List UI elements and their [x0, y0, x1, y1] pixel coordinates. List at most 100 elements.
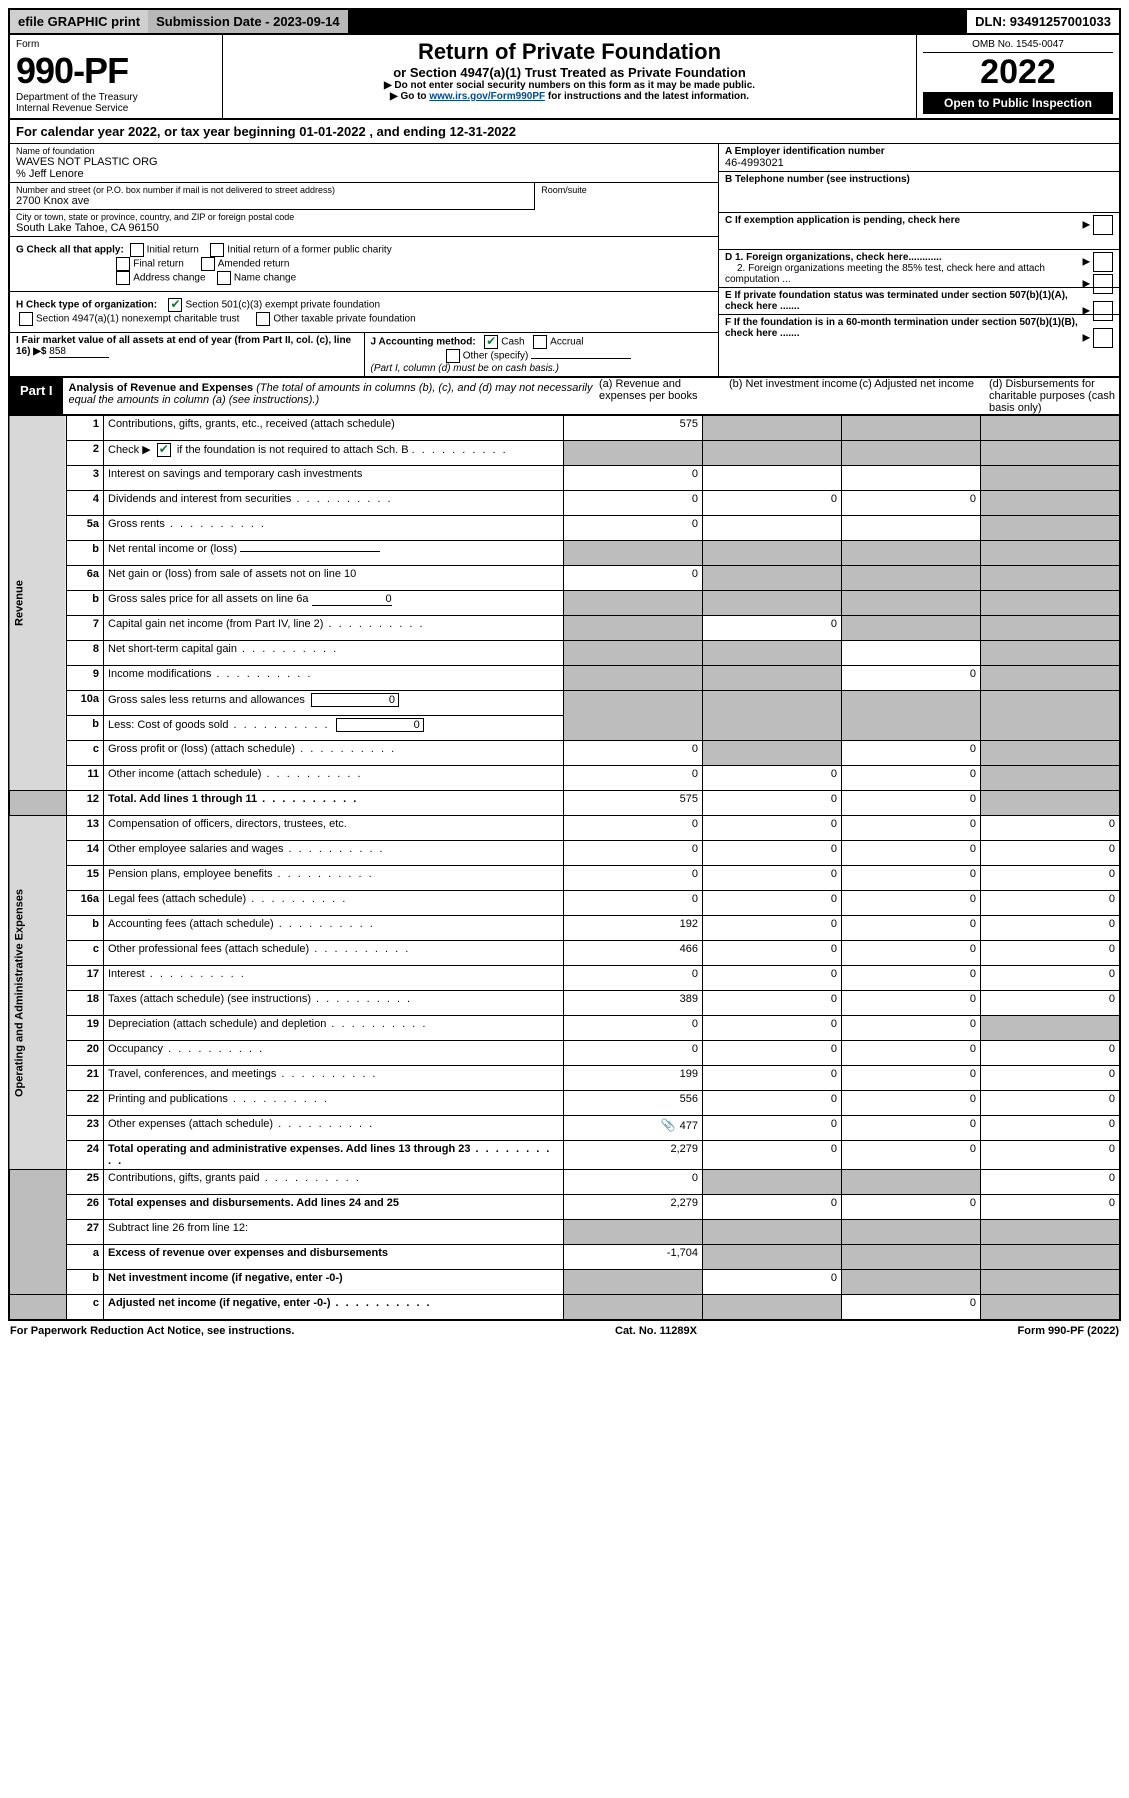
attachment-icon[interactable]: [661, 1120, 680, 1132]
table-row: cGross profit or (loss) (attach schedule…: [9, 741, 1120, 766]
chk-501c3[interactable]: [168, 298, 182, 312]
val-d: 0: [981, 866, 1121, 891]
line-num: 25: [67, 1170, 104, 1195]
chk-other-method[interactable]: [446, 349, 460, 363]
val-d: 0: [981, 941, 1121, 966]
val-a: 556: [564, 1091, 703, 1116]
line-num: 27: [67, 1220, 104, 1245]
line-desc: Other income (attach schedule): [104, 766, 564, 791]
val-a: 0: [564, 1016, 703, 1041]
line-num: 9: [67, 666, 104, 691]
table-row: 3Interest on savings and temporary cash …: [9, 466, 1120, 491]
val-c: 0: [842, 491, 981, 516]
line-desc: Less: Cost of goods sold 0: [104, 716, 564, 741]
val-b: 0: [703, 791, 842, 816]
efile-label: efile GRAPHIC print: [10, 10, 148, 33]
val-a: 0: [564, 516, 703, 541]
col-d-header: (d) Disbursements for charitable purpose…: [989, 377, 1119, 414]
line-desc: Gross sales less returns and allowances …: [104, 691, 564, 716]
val-d: 0: [981, 816, 1121, 841]
chk-initial-former[interactable]: [210, 243, 224, 257]
val-b: 0: [703, 616, 842, 641]
foundation-name: WAVES NOT PLASTIC ORG: [16, 156, 712, 168]
line-desc: Income modifications: [104, 666, 564, 691]
val-a: 0: [564, 566, 703, 591]
h-label: H Check type of organization:: [16, 300, 157, 311]
g-opt-0: Initial return: [147, 245, 199, 256]
line-num: 14: [67, 841, 104, 866]
line-desc: Accounting fees (attach schedule): [104, 916, 564, 941]
val-c: 0: [842, 1116, 981, 1141]
footer-mid: Cat. No. 11289X: [615, 1325, 697, 1337]
line-num: c: [67, 941, 104, 966]
line-desc: Occupancy: [104, 1041, 564, 1066]
line-num: 17: [67, 966, 104, 991]
chk-schb[interactable]: [157, 443, 171, 457]
line-num: 3: [67, 466, 104, 491]
table-row: aExcess of revenue over expenses and dis…: [9, 1245, 1120, 1270]
table-row: 27Subtract line 26 from line 12:: [9, 1220, 1120, 1245]
col-a-header: (a) Revenue and expenses per books: [599, 377, 729, 414]
chk-final-return[interactable]: [116, 257, 130, 271]
chk-d1[interactable]: [1093, 252, 1113, 272]
line-num: c: [67, 1295, 104, 1321]
chk-name-change[interactable]: [217, 271, 231, 285]
val-d: 0: [981, 916, 1121, 941]
j-accrual: Accrual: [550, 337, 583, 348]
j-label: J Accounting method:: [371, 337, 476, 348]
chk-cash[interactable]: [484, 335, 498, 349]
val-a: 0: [564, 766, 703, 791]
header-mid: Return of Private Foundation or Section …: [223, 35, 916, 118]
line-desc: Other professional fees (attach schedule…: [104, 941, 564, 966]
val-b: 0: [703, 991, 842, 1016]
val-a: 0: [564, 491, 703, 516]
line-num: 8: [67, 641, 104, 666]
form990pf-link[interactable]: www.irs.gov/Form990PF: [429, 91, 545, 102]
line-num: 2: [67, 441, 104, 466]
chk-amended[interactable]: [201, 257, 215, 271]
note2-suffix: for instructions and the latest informat…: [545, 91, 749, 102]
chk-4947[interactable]: [19, 312, 33, 326]
line-desc: Total. Add lines 1 through 11: [104, 791, 564, 816]
chk-initial-return[interactable]: [130, 243, 144, 257]
val-d: 0: [981, 991, 1121, 1016]
val-a: 2,279: [564, 1141, 703, 1170]
line-desc: Gross profit or (loss) (attach schedule): [104, 741, 564, 766]
table-row: 18Taxes (attach schedule) (see instructi…: [9, 991, 1120, 1016]
val-a: 477: [564, 1116, 703, 1141]
form-header: Form 990-PF Department of the Treasury I…: [8, 35, 1121, 120]
chk-other-taxable[interactable]: [256, 312, 270, 326]
line-desc: Net gain or (loss) from sale of assets n…: [104, 566, 564, 591]
table-row: 25Contributions, gifts, grants paid00: [9, 1170, 1120, 1195]
line-num: 11: [67, 766, 104, 791]
val-a: 2,279: [564, 1195, 703, 1220]
line-desc: Gross rents: [104, 516, 564, 541]
open-public-box: Open to Public Inspection: [923, 92, 1113, 114]
val-c: 0: [842, 991, 981, 1016]
chk-f[interactable]: [1093, 328, 1113, 348]
chk-addr-change[interactable]: [116, 271, 130, 285]
val-c: 0: [842, 891, 981, 916]
val-d: 0: [981, 891, 1121, 916]
table-row: bAccounting fees (attach schedule)192000: [9, 916, 1120, 941]
line-desc: Capital gain net income (from Part IV, l…: [104, 616, 564, 641]
val-c: 0: [842, 941, 981, 966]
line-desc: Legal fees (attach schedule): [104, 891, 564, 916]
line-num: b: [67, 716, 104, 741]
chk-c[interactable]: [1093, 215, 1113, 235]
chk-accrual[interactable]: [533, 335, 547, 349]
val-a: -1,704: [564, 1245, 703, 1270]
table-row: 14Other employee salaries and wages0000: [9, 841, 1120, 866]
val-c: 0: [842, 1141, 981, 1170]
line-num: 13: [67, 816, 104, 841]
table-row: 11Other income (attach schedule) 000: [9, 766, 1120, 791]
line-num: 15: [67, 866, 104, 891]
val-b: 0: [703, 941, 842, 966]
foundation-info: Name of foundation WAVES NOT PLASTIC ORG…: [8, 144, 1121, 377]
val-d: 0: [981, 1170, 1121, 1195]
top-bar: efile GRAPHIC print Submission Date - 20…: [8, 8, 1121, 35]
line-desc: Excess of revenue over expenses and disb…: [104, 1245, 564, 1270]
line-num: b: [67, 916, 104, 941]
g-opt-2: Final return: [133, 259, 184, 270]
table-row: 12Total. Add lines 1 through 11 57500: [9, 791, 1120, 816]
